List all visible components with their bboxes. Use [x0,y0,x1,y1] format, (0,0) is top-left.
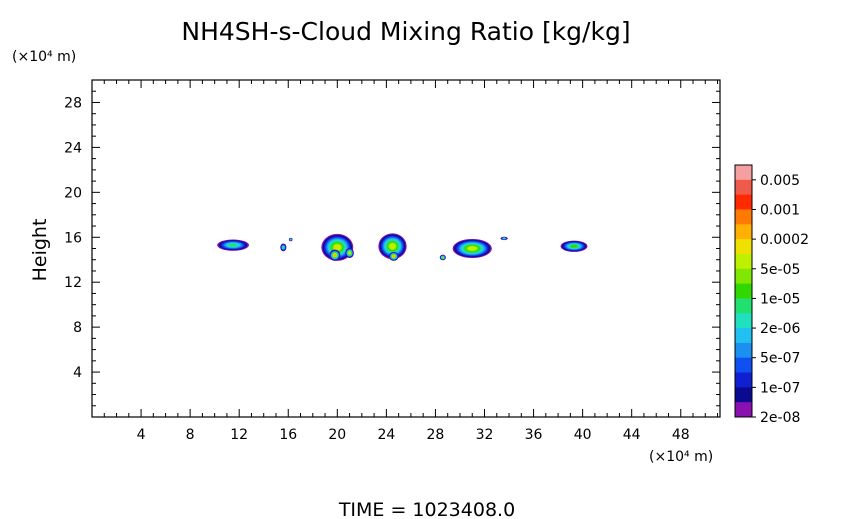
cloud-blob [288,237,293,242]
colorbar-swatch [735,372,752,388]
cloud-contour [289,238,292,241]
x-tick-label: 12 [230,427,248,443]
colorbar-label: 1e-07 [760,380,800,396]
chart-title: NH4SH-s-Cloud Mixing Ratio [kg/kg] [181,17,630,46]
cloud-blob [345,247,354,259]
cloud-contour [282,246,285,249]
colorbar-swatch [735,209,752,225]
y-tick-label: 16 [64,230,82,246]
cloud-contour [348,251,351,255]
x-axis-ticks: 4 8 12 16 20 24 28 32 36 40 44 48 [103,80,719,443]
colorbar-swatch [735,194,752,210]
cloud-blob [500,236,508,241]
colorbar-label: 1e-05 [760,291,800,307]
x-tick-label: 40 [574,427,592,443]
y-tick-label: 24 [64,140,82,156]
colorbar-swatch [735,224,752,240]
cloud-contour [333,244,341,251]
colorbar-swatch [735,313,752,329]
cloud-blob [378,233,407,260]
colorbar: 0.005 0.001 0.0002 5e-05 1e-05 2e-06 5e-07 1e-0… [734,164,809,426]
colorbar-label: 5e-05 [760,262,800,278]
colorbar-swatch [735,328,752,344]
cloud-contour [467,246,477,251]
x-tick-label: 32 [476,427,494,443]
y-tick-label: 12 [64,275,82,291]
x-tick-label: 36 [525,427,543,443]
y-axis-label: Height [29,219,51,282]
y-tick-label: 4 [73,365,82,381]
cloud-contour [503,237,506,240]
cloud-contour [228,243,238,247]
colorbar-swatch [735,402,752,418]
x-tick-label: 24 [377,427,395,443]
cloud-contour [389,243,396,250]
colorbar-frame [734,164,753,418]
colorbar-swatch [735,268,752,284]
colorbar-swatch [735,179,752,196]
x-tick-label: 20 [328,427,346,443]
x-tick-label: 8 [186,427,195,443]
x-tick-label: 44 [623,427,641,443]
x-tick-label: 4 [137,427,146,443]
x-unit-label: (×10⁴ m) [649,449,713,465]
cloud-blob [388,251,399,261]
colorbar-label: 2e-08 [760,410,800,426]
cloud-contour [441,256,444,259]
colorbar-swatch [735,357,752,373]
cloud-blob [439,254,446,261]
y-unit-label: (×10⁴ m) [12,49,76,65]
colorbar-label: 0.005 [760,173,800,189]
colorbar-swatch [735,387,752,403]
colorbar-swatch [735,283,752,299]
x-tick-label: 48 [672,427,690,443]
colorbar-label: 0.001 [760,202,800,218]
y-tick-label: 28 [64,95,82,111]
colorbar-swatch [735,253,752,270]
cloud-blob [329,249,341,261]
colorbar-swatch [735,239,752,255]
y-tick-label: 8 [73,320,82,336]
cloud-blob [452,238,492,259]
colorbar-swatch [735,342,752,359]
cloud-field [217,233,588,261]
cloud-blob [217,239,249,251]
time-footer: TIME = 1023408.0 [338,499,515,519]
x-tick-label: 28 [427,427,445,443]
cloud-blob [560,240,588,252]
cloud-blob [280,243,287,252]
colorbar-label: 5e-07 [760,351,800,367]
cloud-contour [333,254,337,257]
x-tick-label: 16 [279,427,297,443]
cloud-contour [570,244,578,248]
y-tick-label: 20 [64,185,82,201]
colorbar-label: 2e-06 [760,321,800,337]
colorbar-label: 0.0002 [760,232,809,248]
y-axis-ticks: 4 8 12 16 20 24 28 [64,90,720,407]
colorbar-swatch [735,298,752,314]
colorbar-swatch [735,165,752,181]
cloud-contour [392,255,395,258]
